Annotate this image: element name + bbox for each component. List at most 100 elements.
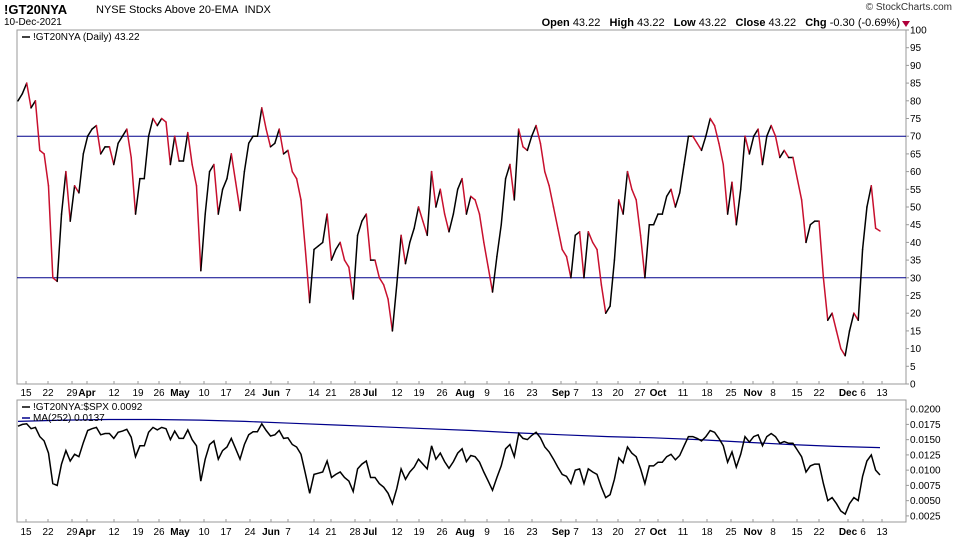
y-tick-label: 0.0125	[910, 450, 941, 461]
series-segment	[213, 163, 220, 215]
series-segment	[208, 163, 215, 173]
y-tick-label: 0.0100	[910, 466, 941, 477]
credit-label: © StockCharts.com	[865, 2, 952, 13]
xaxis-label: 10	[198, 527, 210, 538]
xaxis-label: 18	[701, 527, 713, 538]
xaxis-label: 17	[220, 388, 232, 399]
xaxis-label: 28	[349, 527, 361, 538]
series-segment	[491, 255, 498, 293]
series-segment	[822, 277, 829, 322]
series-segment	[278, 128, 285, 155]
xaxis-label: 12	[108, 527, 120, 538]
y-tick-label: 5	[910, 362, 916, 373]
y-tick-label: 15	[910, 326, 922, 337]
xaxis-label: 13	[591, 527, 603, 538]
series-segment	[69, 185, 76, 222]
y-tick-label: 30	[910, 273, 922, 284]
xaxis-label: 15	[791, 388, 803, 399]
series-segment	[356, 220, 363, 237]
xaxis-label: 12	[391, 527, 403, 538]
ratio-series-line	[17, 422, 881, 516]
xaxis-label: 22	[813, 388, 825, 399]
chart-header: !GT20NYA NYSE Stocks Above 20-EMA INDX 1…	[0, 0, 960, 30]
series-segment	[365, 213, 372, 261]
xaxis-label: 19	[413, 388, 425, 399]
series-segment	[126, 128, 132, 159]
series-segment	[530, 124, 537, 137]
series-segment	[391, 284, 398, 332]
y-tick-label: 45	[910, 220, 922, 231]
ma-series-line	[17, 418, 881, 449]
series-segment	[191, 163, 198, 187]
y-tick-label: 95	[910, 43, 922, 54]
series-segment	[722, 163, 729, 215]
xaxis-label: May	[170, 527, 190, 538]
xaxis-label: Dec	[839, 388, 858, 399]
series-segment	[700, 135, 707, 152]
series-segment	[452, 188, 459, 215]
series-segment	[731, 181, 738, 226]
series-segment	[600, 284, 607, 314]
main-panel-legend: !GT20NYA (Daily) 43.22	[22, 32, 140, 43]
series-segment	[335, 241, 341, 251]
series-segment	[34, 100, 41, 152]
series-segment	[478, 213, 485, 244]
series-segment	[448, 213, 455, 233]
series-segment	[718, 142, 725, 166]
xaxis-label: 27	[634, 527, 646, 538]
series-segment	[295, 177, 302, 201]
series-segment	[152, 117, 159, 127]
xaxis-label: 22	[813, 527, 825, 538]
xaxis-label: May	[170, 388, 190, 399]
series-segment	[726, 181, 733, 215]
series-segment	[291, 170, 298, 180]
series-segment	[739, 135, 746, 191]
series-segment	[500, 177, 507, 226]
series-segment	[622, 170, 629, 215]
series-segment	[443, 213, 450, 233]
xaxis-label: 6	[860, 388, 866, 399]
y-tick-label: 100	[910, 26, 927, 37]
series-segment	[435, 188, 442, 208]
series-segment	[761, 135, 768, 166]
series-segment	[243, 142, 250, 173]
series-segment	[517, 128, 524, 148]
series-segment	[17, 92, 24, 102]
series-segment	[413, 206, 420, 229]
series-segment	[226, 153, 233, 180]
series-segment	[783, 149, 790, 159]
series-segment	[631, 188, 637, 201]
series-segment	[60, 170, 67, 215]
series-segment	[426, 170, 433, 237]
xaxis-label: 26	[436, 388, 448, 399]
main-x-axis: 15 22 29 Apr 12 19 26 May 10 17 24 Jun 7 14 21 28 Jul 12 1…	[20, 388, 888, 399]
chg-value: -0.30 (-0.69%)	[829, 17, 900, 29]
series-segment	[343, 259, 350, 268]
series-segment	[696, 142, 703, 152]
series-segment	[713, 124, 720, 145]
series-segment	[400, 234, 407, 265]
y-tick-label: 0.0075	[910, 481, 941, 492]
ratio-panel: 0.0025 0.0050 0.0075 0.0100 0.0125 0.0150 0.01…	[16, 399, 941, 523]
series-segment	[800, 199, 807, 244]
series-segment	[396, 234, 402, 286]
series-segment	[282, 149, 289, 155]
series-segment	[156, 117, 163, 127]
series-segment	[321, 213, 328, 244]
series-segment	[387, 298, 394, 332]
series-segment	[313, 245, 320, 251]
series-segment	[609, 259, 616, 307]
series-segment	[417, 206, 424, 222]
series-segment	[635, 199, 642, 237]
series-segment	[330, 248, 337, 261]
series-segment	[134, 177, 141, 215]
series-segment	[108, 146, 115, 166]
xaxis-label: Sep	[552, 388, 570, 399]
series-segment	[866, 185, 873, 208]
xaxis-label: 21	[325, 388, 337, 399]
series-segment	[430, 170, 437, 208]
xaxis-label: Aug	[455, 388, 474, 399]
series-segment	[818, 220, 825, 279]
series-segment	[470, 195, 476, 201]
